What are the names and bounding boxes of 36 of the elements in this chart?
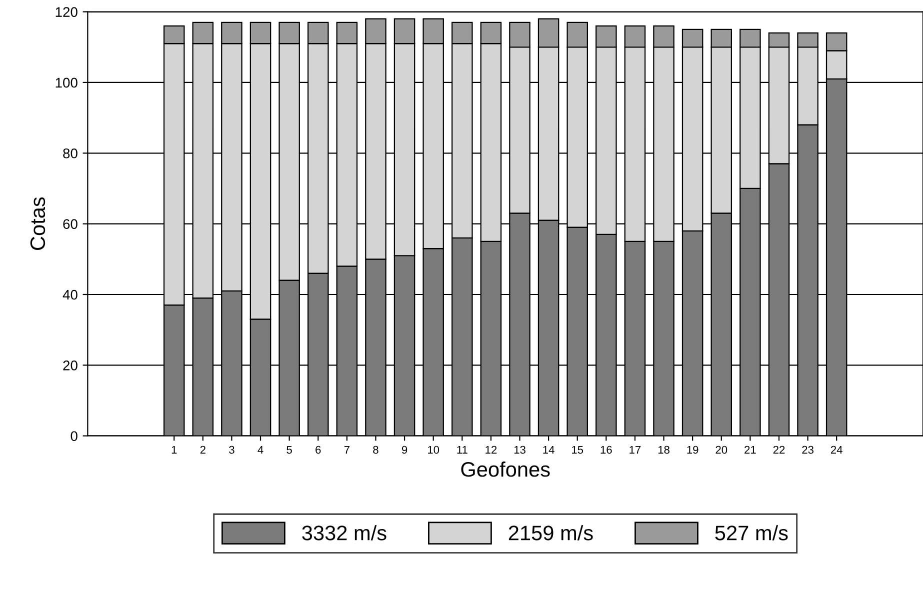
- x-tick-label: 2: [200, 446, 206, 454]
- x-tick-label: 14: [543, 446, 554, 454]
- x-tick-label: 6: [316, 446, 321, 454]
- x-tick-label: 20: [716, 446, 728, 454]
- x-tick-label: 9: [402, 446, 408, 454]
- y-tick-label: 40: [62, 290, 78, 300]
- x-tick-label: 15: [572, 446, 584, 454]
- x-tick-label: 12: [486, 446, 497, 454]
- x-tick-label: 16: [600, 446, 612, 454]
- x-tick-label: 7: [344, 446, 350, 454]
- y-tick-label: 20: [63, 360, 78, 370]
- x-tick-label: 22: [773, 446, 785, 454]
- y-tick-label: 60: [63, 219, 78, 229]
- x-tick-label: 13: [514, 446, 526, 454]
- x-tick-label: 3: [229, 446, 234, 454]
- x-tick-label: 24: [830, 446, 842, 454]
- x-tick-label: 4: [258, 446, 264, 454]
- x-tick-label: 8: [373, 446, 378, 454]
- x-tick-label: 1: [172, 446, 177, 454]
- x-tick-label: 5: [286, 446, 292, 454]
- legend-label: 3332 m/s: [302, 525, 386, 540]
- x-axis-title: Geofones: [461, 462, 550, 477]
- legend-label: 2159 m/s: [508, 525, 593, 540]
- y-axis-title: Cotas: [30, 197, 46, 250]
- x-tick-label: 23: [802, 446, 814, 454]
- x-tick-label: 18: [658, 446, 670, 454]
- x-tick-label: 19: [687, 446, 698, 454]
- y-tick-label: 120: [56, 7, 78, 17]
- x-tick-label: 21: [744, 446, 756, 454]
- x-tick-label: 10: [428, 446, 440, 454]
- x-tick-label: 11: [457, 446, 468, 454]
- y-tick-label: 100: [56, 78, 78, 88]
- x-tick-label: 17: [630, 446, 641, 454]
- y-tick-label: 80: [63, 148, 78, 158]
- y-tick-label: 0: [70, 431, 78, 442]
- legend-label: 527 m/s: [715, 525, 788, 540]
